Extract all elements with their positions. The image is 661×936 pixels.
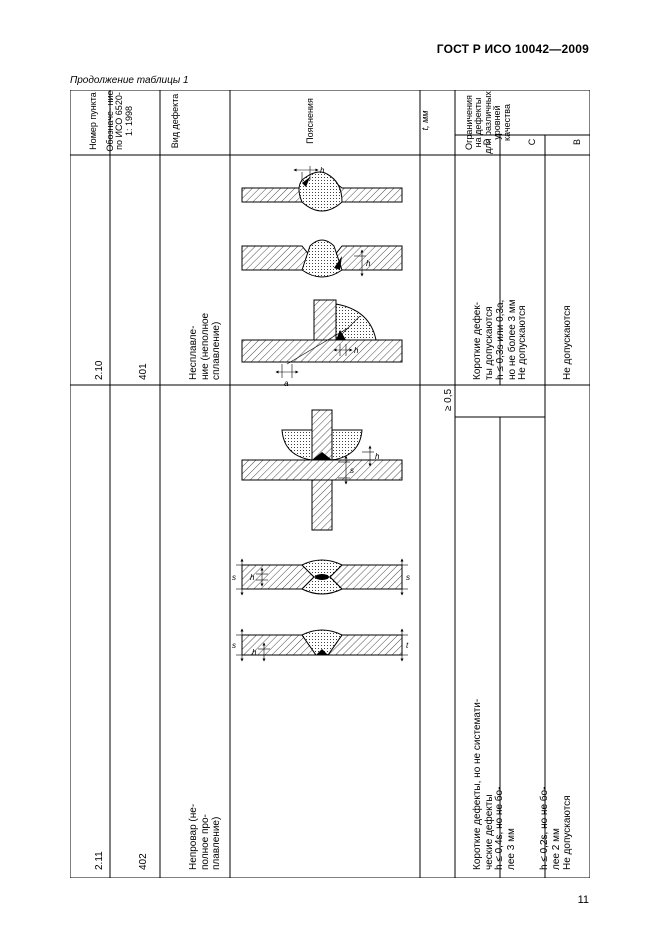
svg-text:h: h bbox=[354, 346, 359, 355]
r2-D: h ≤ 0,4s, но не бо- лее 3 мм bbox=[494, 422, 517, 870]
r2-t: ≥ 0,5 bbox=[443, 160, 454, 640]
svg-text:s: s bbox=[350, 466, 354, 475]
r2-DC-span: Короткие дефекты, но не системати- чески… bbox=[472, 390, 495, 870]
table-caption: Продолжение таблицы 1 bbox=[70, 75, 189, 86]
r2-defect: Непровар (не- полное про- плавление) bbox=[188, 390, 223, 870]
svg-text:h: h bbox=[320, 166, 325, 175]
r2-B: Не допускаются bbox=[562, 390, 573, 870]
r2-iso: 402 bbox=[138, 390, 149, 870]
svg-text:h: h bbox=[252, 648, 257, 657]
r2-C: h ≤ 0,2s, но не бо- лее 2 мм bbox=[539, 422, 562, 870]
r1-defect: Несплавле- ние (неполное сплавление) bbox=[188, 160, 223, 380]
svg-text:a: a bbox=[284, 379, 289, 388]
hdr-iso: Обозначе- ние по ИСО 6520-1: 1998 bbox=[106, 90, 134, 152]
r1-C: Не допускаются bbox=[517, 160, 528, 380]
hdr-C: C bbox=[527, 134, 537, 150]
svg-text:h: h bbox=[250, 573, 255, 582]
hdr-B: B bbox=[572, 134, 582, 150]
svg-text:s: s bbox=[406, 573, 410, 582]
hdr-num: Номер пункта bbox=[88, 90, 98, 152]
svg-text:h: h bbox=[375, 452, 380, 461]
hdr-D: D bbox=[482, 134, 492, 150]
svg-text:s: s bbox=[232, 573, 236, 582]
r1-num: 2.10 bbox=[94, 160, 105, 380]
r1-B: Не допускаются bbox=[562, 160, 573, 380]
svg-text:h: h bbox=[366, 259, 371, 268]
doc-id: ГОСТ Р ИСО 10042—2009 bbox=[437, 42, 589, 56]
svg-text:t: t bbox=[406, 641, 409, 650]
hdr-defect: Вид дефекта bbox=[170, 92, 180, 150]
r1-iso: 401 bbox=[138, 160, 149, 380]
r2-num: 2.11 bbox=[94, 390, 105, 870]
r1-D: Короткие дефек- ты допускаются h ≤ 0,3s … bbox=[472, 160, 518, 380]
hdr-expl: Пояснения bbox=[305, 92, 315, 150]
hdr-t: t, мм bbox=[420, 93, 430, 148]
svg-text:s: s bbox=[232, 641, 236, 650]
page-number: 11 bbox=[578, 894, 589, 906]
